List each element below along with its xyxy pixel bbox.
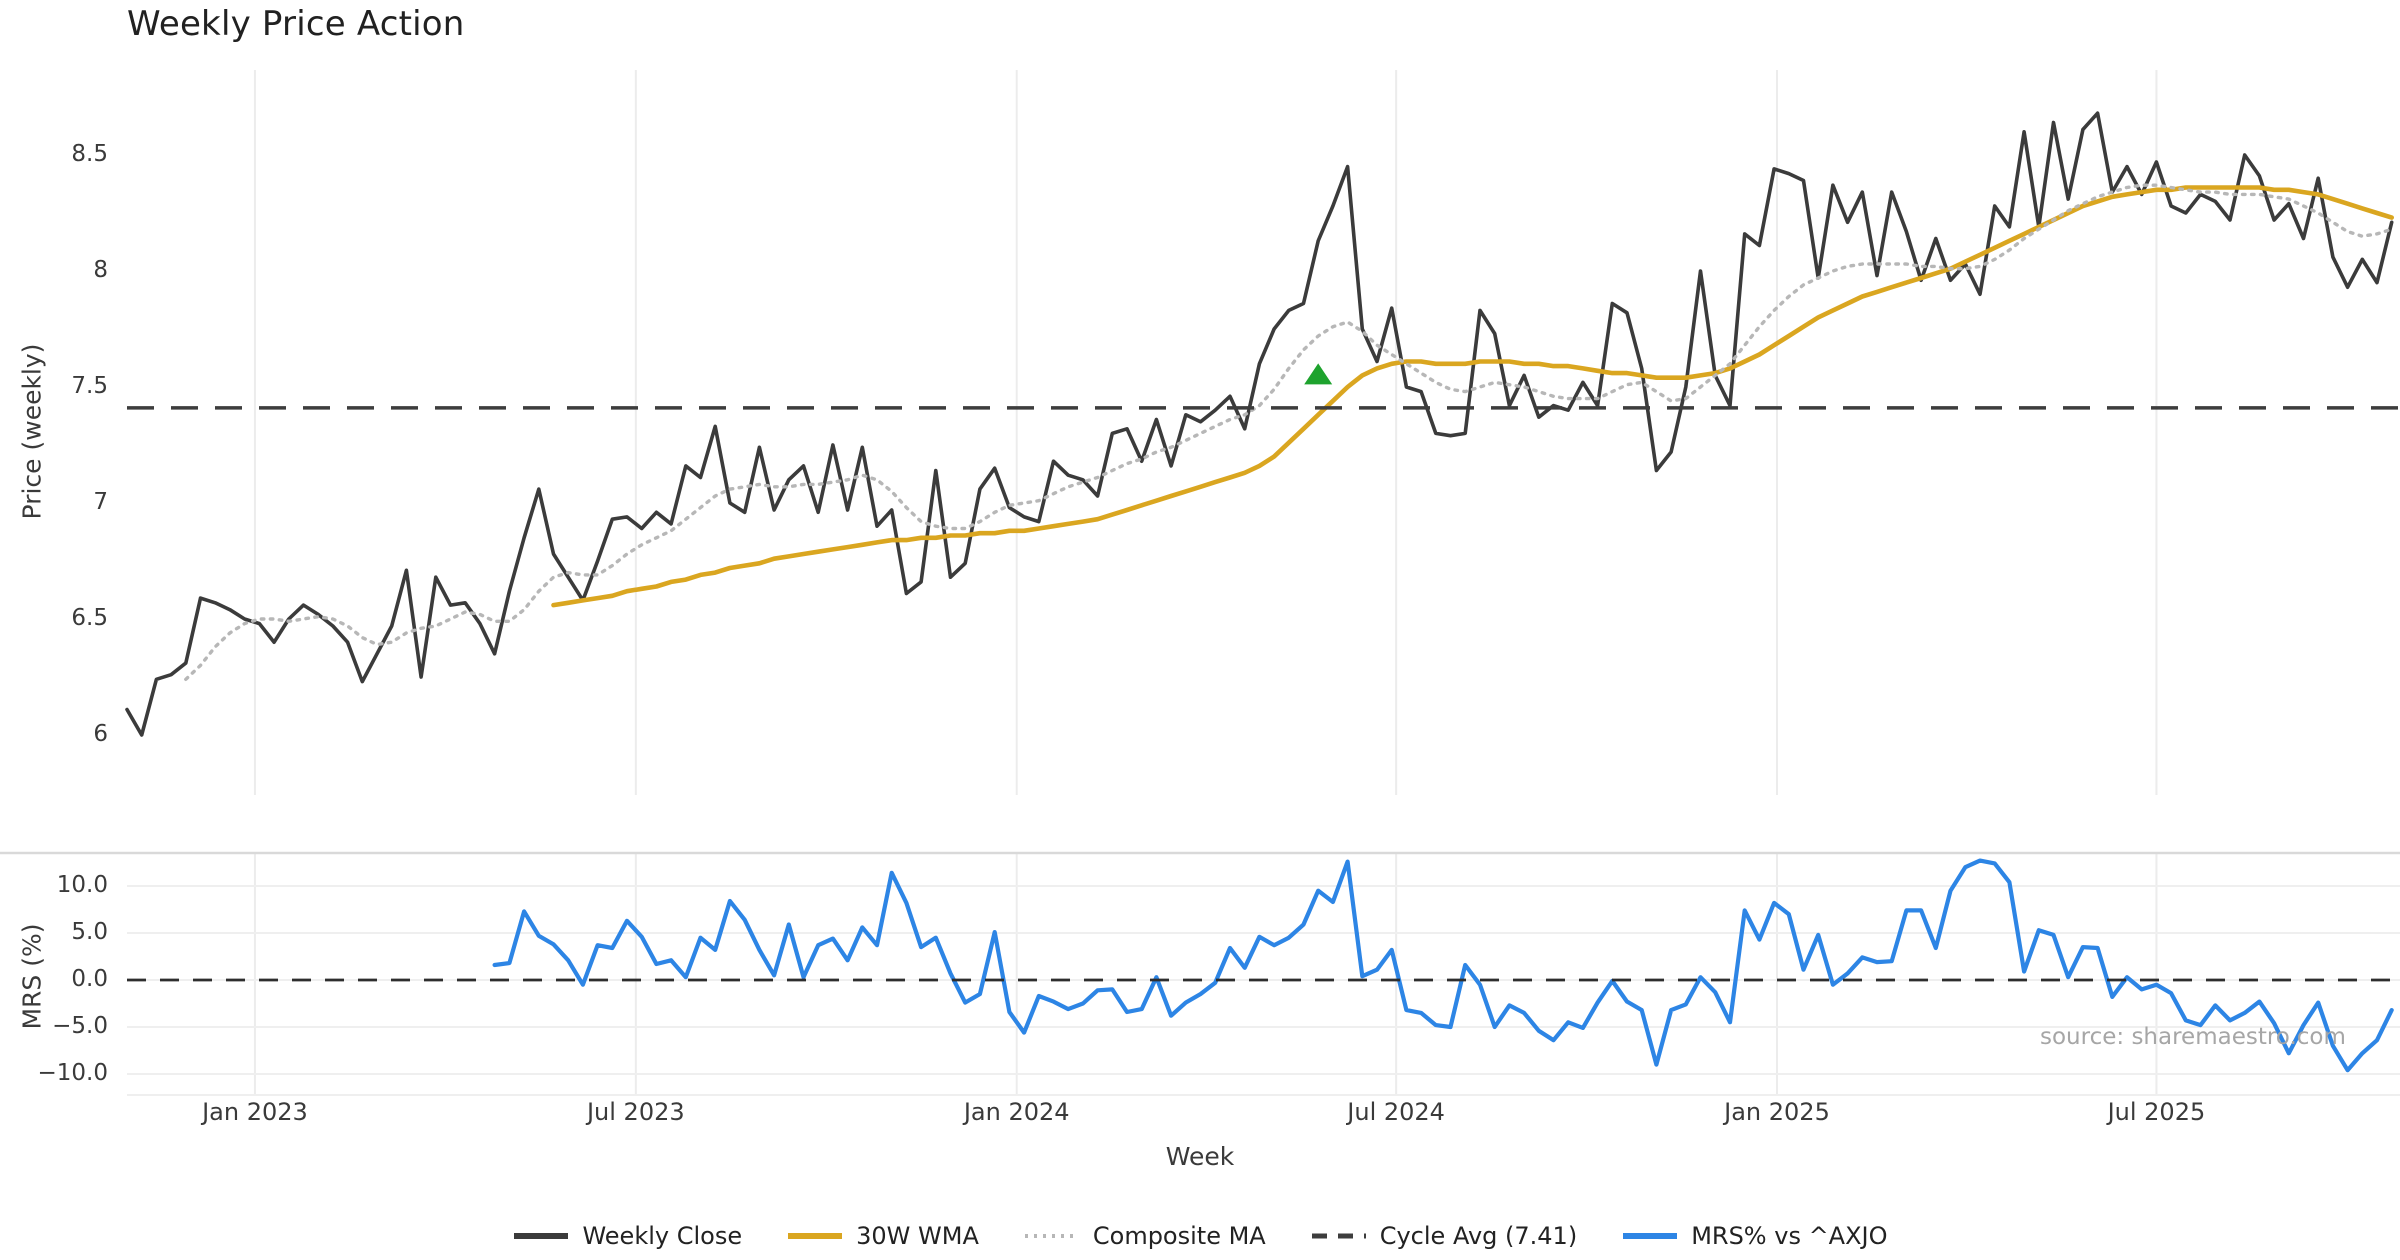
legend-label: Cycle Avg (7.41) — [1379, 1222, 1578, 1250]
series-weekly-close — [125, 111, 2394, 737]
legend-label: Composite MA — [1092, 1222, 1266, 1250]
mrs-ytick-label: −5.0 — [52, 1013, 108, 1039]
x-tick-label: Jul 2023 — [586, 1098, 685, 1126]
page-title: Weekly Price Action — [127, 4, 465, 44]
mrs-ytick-label: 0.0 — [71, 966, 108, 992]
mrs-ytick-label: −10.0 — [37, 1060, 108, 1086]
source-watermark: source: sharemaestro.com — [2040, 1024, 2346, 1050]
legend-label: MRS% vs ^AXJO — [1691, 1222, 1888, 1250]
series-30w-wma — [551, 185, 2394, 608]
legend-swatch-dotted-icon — [1024, 1234, 1079, 1238]
series-mrs-vs-axjo — [492, 858, 2394, 1073]
legend-item-weekly-close: Weekly Close — [512, 1222, 742, 1250]
x-tick-label: Jan 2023 — [202, 1098, 308, 1126]
x-tick-label: Jul 2025 — [2107, 1098, 2206, 1126]
legend-item-30w-wma: 30W WMA — [786, 1222, 979, 1250]
x-tick-label: Jan 2024 — [963, 1098, 1070, 1126]
x-tick-label: Jan 2025 — [1724, 1098, 1830, 1126]
price-ytick-label: 6.5 — [71, 605, 108, 631]
x-tick-label: Jul 2024 — [1347, 1098, 1445, 1126]
price-ytick-label: 8 — [93, 257, 108, 283]
legend-item-composite-ma: Composite MA — [1023, 1222, 1266, 1250]
legend-item-mrs-vs-axjo: MRS% vs ^AXJO — [1621, 1222, 1888, 1250]
series-composite-ma — [184, 183, 2394, 681]
legend-item-cycle-avg-7-41-: Cycle Avg (7.41) — [1310, 1222, 1577, 1250]
price-axis-title: Price (weekly) — [17, 343, 47, 520]
legend-swatch-dashed-icon — [1311, 1233, 1366, 1239]
legend-swatch-solid-icon — [788, 1233, 843, 1239]
price-ytick-label: 8.5 — [71, 141, 108, 167]
mrs-ytick-label: 5.0 — [71, 919, 108, 945]
x-axis-title: Week — [1165, 1142, 1235, 1171]
mrs-ytick-label: 10.0 — [56, 872, 108, 898]
price-ytick-label: 6 — [93, 721, 108, 747]
legend-label: 30W WMA — [856, 1222, 979, 1250]
legend-label: Weekly Close — [582, 1222, 743, 1250]
price-ytick-label: 7.5 — [71, 373, 108, 399]
buy-signal-triangle-marker — [1304, 363, 1333, 385]
legend-swatch-solid-icon — [1623, 1233, 1678, 1239]
legend-swatch-solid-icon — [514, 1233, 569, 1239]
chart-legend: Weekly Close 30W WMA Composite MA Cycle Avg… — [0, 1222, 2400, 1250]
price-ytick-label: 7 — [93, 489, 108, 515]
